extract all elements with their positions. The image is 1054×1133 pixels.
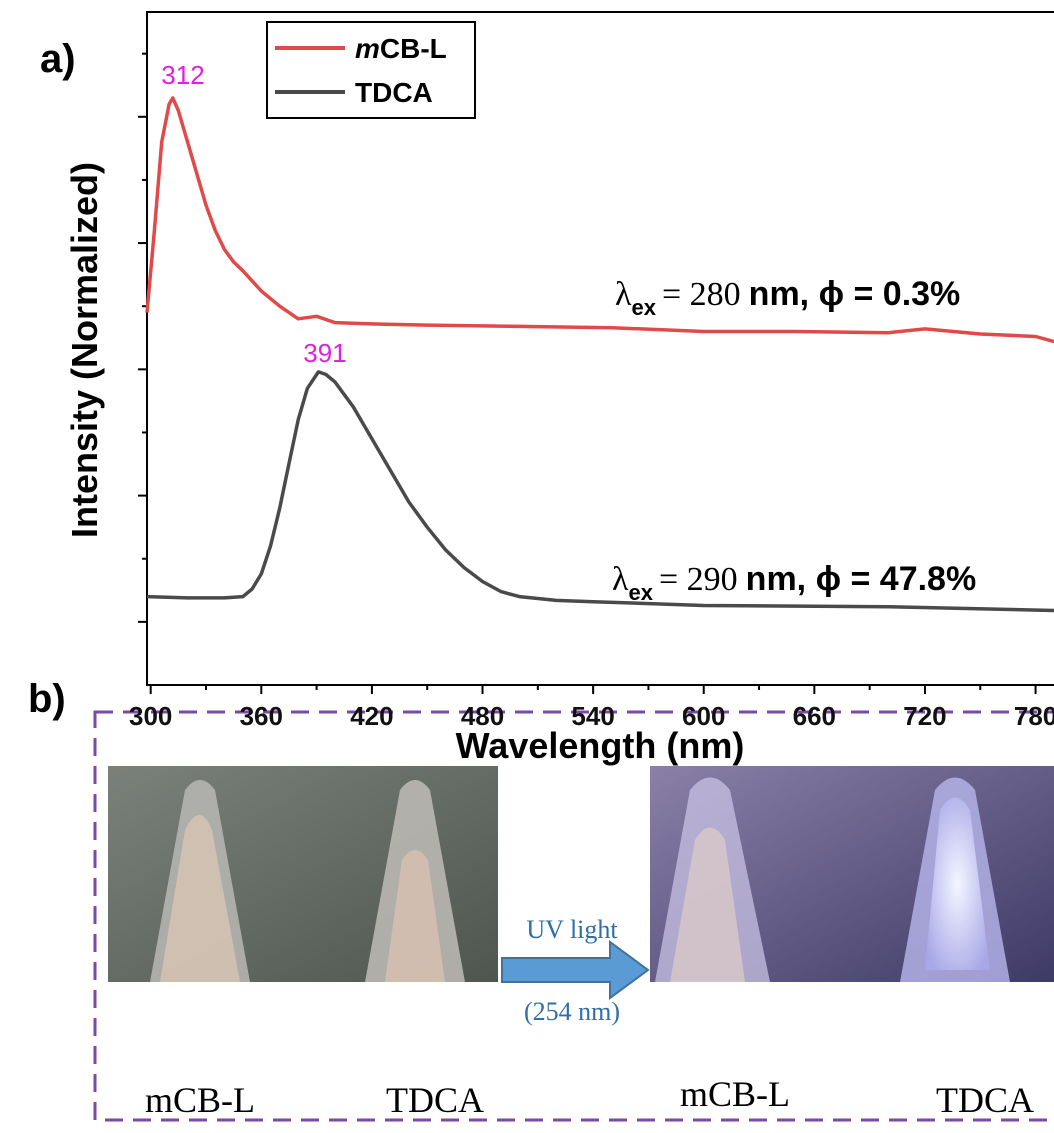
x-tick-label: 480 [461, 701, 504, 731]
annotation-part: nm, ϕ = 47.8% [746, 560, 977, 598]
sample-label: mCB-L [145, 1080, 255, 1120]
annotation-part: nm, ϕ = 0.3% [749, 275, 961, 313]
panel-label: b) [28, 677, 66, 721]
annotation-part: = 290 [659, 561, 738, 598]
x-axis-title: Wavelength (nm) [456, 725, 745, 766]
x-tick-label: 360 [240, 701, 283, 731]
annotation: λex = 280 nm, ϕ = 0.3% [615, 275, 960, 320]
y-axis-title: Intensity (Normalized) [64, 162, 105, 538]
powder [160, 815, 240, 982]
annotation-part: ex [632, 295, 657, 320]
arrow [501, 940, 650, 1000]
annotation-part: λ [615, 276, 632, 313]
x-tick-label: 600 [682, 701, 725, 731]
legend-label: TDCA [355, 77, 433, 108]
legend-box [266, 21, 476, 119]
series-line [146, 370, 1054, 613]
arrow-label: (254 nm) [524, 997, 620, 1026]
peak-label: 391 [303, 338, 346, 368]
annotation-part: = 280 [662, 276, 741, 313]
powder-glow [925, 797, 990, 970]
legend-label: mCB-L [355, 33, 447, 64]
x-tick-label: 660 [793, 701, 836, 731]
annotation: λex = 290 nm, ϕ = 47.8% [612, 560, 976, 605]
powder [670, 827, 745, 982]
x-tick-label: 420 [350, 701, 393, 731]
sample-label: mCB-L [680, 1074, 790, 1114]
peak-label: 312 [161, 60, 204, 90]
sample-label: TDCA [936, 1080, 1034, 1120]
annotation-part: λ [612, 561, 629, 598]
x-tick-label: 720 [903, 701, 946, 731]
x-tick-label: 780 [1014, 701, 1054, 731]
x-tick-label: 540 [571, 701, 614, 731]
x-tick-label: 300 [129, 701, 172, 731]
series-line [145, 96, 1054, 344]
powder [385, 850, 445, 982]
arrow-label: UV light [526, 915, 618, 944]
plot-frame [146, 11, 1054, 686]
sample-label: TDCA [386, 1080, 484, 1120]
panel-label: a) [40, 37, 76, 81]
panel-b-frame [93, 710, 1054, 1122]
annotation-part: ex [629, 580, 654, 605]
